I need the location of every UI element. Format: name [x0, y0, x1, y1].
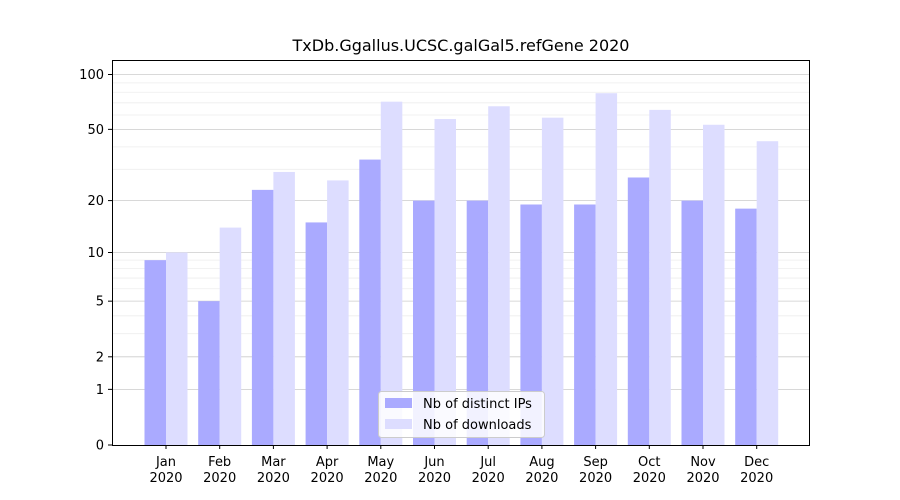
- x-tick-label-month: May: [367, 455, 394, 470]
- legend-label-downloads: Nb of downloads: [423, 418, 532, 433]
- x-tick-label-month: Dec: [744, 455, 769, 470]
- x-tick-label-month: Feb: [208, 455, 231, 470]
- y-tick-label: 10: [87, 246, 104, 261]
- bar-distinct-ips: [735, 208, 757, 445]
- bar-downloads: [380, 101, 403, 445]
- x-tick-label-year: 2020: [257, 471, 290, 486]
- x-tick-label-month: Nov: [690, 455, 716, 470]
- bar-distinct-ips: [144, 260, 166, 445]
- x-tick-label-year: 2020: [418, 471, 451, 486]
- x-tick-label-month: Sep: [583, 455, 608, 470]
- x-tick-label-month: Aug: [529, 455, 554, 470]
- x-tick-label-month: Mar: [261, 455, 286, 470]
- bar-distinct-ips: [627, 177, 650, 445]
- x-tick-label-year: 2020: [579, 471, 612, 486]
- y-tick-label: 0: [96, 439, 104, 454]
- bar-downloads: [595, 93, 618, 446]
- x-tick-label-year: 2020: [311, 471, 344, 486]
- y-tick-label: 20: [87, 194, 104, 209]
- legend-label-distinct-ips: Nb of distinct IPs: [423, 397, 532, 412]
- legend-swatch-distinct-ips: [385, 398, 412, 408]
- x-tick-label-year: 2020: [149, 471, 182, 486]
- bar-downloads: [649, 109, 671, 445]
- bar-distinct-ips: [251, 189, 274, 445]
- x-tick-label-year: 2020: [633, 471, 666, 486]
- x-tick-label-year: 2020: [686, 471, 719, 486]
- x-tick-label-month: Jul: [479, 455, 496, 470]
- y-tick-label: 1: [96, 383, 104, 398]
- legend: Nb of distinct IPs Nb of downloads: [378, 391, 545, 438]
- x-tick-label-year: 2020: [364, 471, 397, 486]
- bar-downloads: [488, 106, 510, 446]
- plot-frame: [112, 60, 810, 446]
- bar-downloads: [541, 117, 564, 445]
- y-tick-label: 5: [96, 295, 104, 310]
- bar-downloads: [703, 124, 725, 445]
- x-tick-label-month: Apr: [316, 455, 339, 470]
- bar-distinct-ips: [413, 200, 435, 445]
- x-tick-label-year: 2020: [740, 471, 773, 486]
- bar-downloads: [219, 227, 242, 445]
- chart-title: TxDb.Ggallus.UCSC.galGal5.refGene 2020: [292, 36, 630, 55]
- legend-swatch-downloads: [385, 419, 412, 429]
- bar-downloads: [434, 119, 456, 445]
- y-tick-label: 2: [96, 350, 104, 365]
- bar-distinct-ips: [359, 159, 381, 445]
- bar-distinct-ips: [574, 204, 596, 445]
- bar-downloads: [756, 141, 779, 446]
- bar-distinct-ips: [198, 301, 220, 445]
- y-tick-label: 50: [87, 123, 104, 138]
- x-tick-label-year: 2020: [525, 471, 558, 486]
- x-tick-label-month: Jun: [423, 455, 444, 470]
- bar-distinct-ips: [305, 222, 328, 445]
- bar-distinct-ips: [520, 204, 542, 445]
- bar-downloads: [327, 180, 349, 446]
- x-tick-label-year: 2020: [203, 471, 236, 486]
- x-axis: Jan2020Feb2020Mar2020Apr2020May2020Jun20…: [149, 445, 773, 486]
- bars: [144, 93, 779, 446]
- bar-distinct-ips: [466, 200, 489, 445]
- legend-box: [378, 391, 545, 438]
- x-tick-label-month: Jan: [155, 455, 176, 470]
- y-axis: 0 1 2 5 10 20 50 100: [79, 68, 112, 454]
- y-tick-label: 100: [79, 68, 104, 83]
- bar-downloads: [166, 252, 188, 445]
- x-tick-label-year: 2020: [472, 471, 505, 486]
- x-tick-label-month: Oct: [638, 455, 660, 470]
- bar-downloads: [273, 171, 295, 445]
- bar-distinct-ips: [681, 200, 703, 445]
